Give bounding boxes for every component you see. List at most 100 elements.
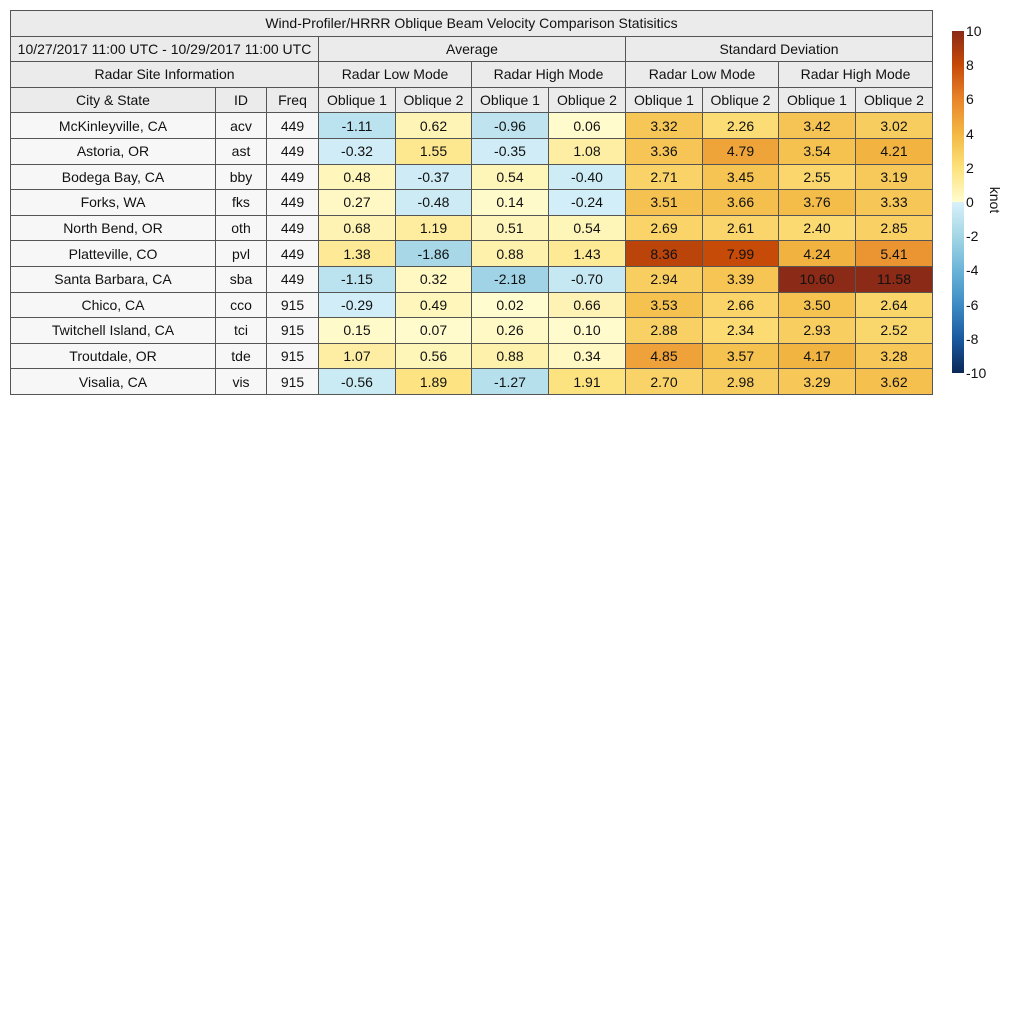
- id-cell: fks: [215, 189, 267, 216]
- value-cell: 3.19: [855, 163, 933, 191]
- mode-header: Radar Low Mode: [625, 61, 779, 88]
- value-cell: 0.66: [548, 291, 626, 319]
- value-cell: 3.33: [855, 189, 933, 216]
- freq-cell: 915: [266, 342, 319, 370]
- value-cell: 2.55: [778, 163, 856, 191]
- value-cell: 2.93: [778, 317, 856, 344]
- id-cell: oth: [215, 214, 267, 242]
- value-cell: 2.85: [855, 214, 933, 242]
- city-cell: Twitchell Island, CA: [10, 317, 216, 344]
- value-cell: 3.39: [702, 265, 779, 293]
- site-info-header: Radar Site Information: [10, 61, 319, 88]
- city-cell: Troutdale, OR: [10, 342, 216, 370]
- column-header: Oblique 2: [702, 86, 779, 114]
- id-cell: cco: [215, 291, 267, 319]
- value-cell: 0.48: [318, 163, 396, 191]
- id-cell: tci: [215, 317, 267, 344]
- value-cell: 7.99: [702, 240, 779, 267]
- freq-cell: 449: [266, 265, 319, 293]
- value-cell: 3.76: [778, 189, 856, 216]
- colorbar-tick: -4: [966, 262, 979, 279]
- value-cell: -0.35: [471, 137, 549, 165]
- value-cell: -0.48: [395, 189, 472, 216]
- value-cell: -0.56: [318, 368, 396, 395]
- statistics-table: Wind-Profiler/HRRR Oblique Beam Velocity…: [10, 10, 933, 395]
- value-cell: 0.32: [395, 265, 472, 293]
- value-cell: -2.18: [471, 265, 549, 293]
- value-cell: 0.15: [318, 317, 396, 344]
- column-header: Oblique 1: [625, 86, 703, 114]
- table-row: Twitchell Island, CA tci 915 0.15 0.07 0.26 0.…: [10, 317, 933, 344]
- table-row: Santa Barbara, CA sba 449 -1.15 0.32 -2.18 -0.…: [10, 265, 933, 293]
- value-cell: 3.62: [855, 368, 933, 395]
- table-row: Troutdale, OR tde 915 1.07 0.56 0.88 0.34 4.85 3…: [10, 342, 933, 370]
- value-cell: 0.88: [471, 240, 549, 267]
- freq-cell: 449: [266, 240, 319, 267]
- value-cell: 0.07: [395, 317, 472, 344]
- id-cell: sba: [215, 265, 267, 293]
- group-std-dev: Standard Deviation: [625, 35, 933, 63]
- value-cell: 4.24: [778, 240, 856, 267]
- table-row: Astoria, OR ast 449 -0.32 1.55 -0.35 1.08 3.36 4…: [10, 137, 933, 165]
- value-cell: 0.02: [471, 291, 549, 319]
- value-cell: 3.42: [778, 112, 856, 139]
- id-cell: tde: [215, 342, 267, 370]
- value-cell: 1.19: [395, 214, 472, 242]
- value-cell: 3.32: [625, 112, 703, 139]
- freq-cell: 449: [266, 189, 319, 216]
- value-cell: -0.29: [318, 291, 396, 319]
- value-cell: 1.43: [548, 240, 626, 267]
- value-cell: 1.55: [395, 137, 472, 165]
- freq-cell: 915: [266, 291, 319, 319]
- table-row: Platteville, CO pvl 449 1.38 -1.86 0.88 1.43 8.…: [10, 240, 933, 267]
- value-cell: 2.88: [625, 317, 703, 344]
- value-cell: 4.17: [778, 342, 856, 370]
- table-row: Forks, WA fks 449 0.27 -0.48 0.14 -0.24 3.51 3.6…: [10, 189, 933, 216]
- value-cell: -0.40: [548, 163, 626, 191]
- value-cell: 1.38: [318, 240, 396, 267]
- value-cell: 10.60: [778, 265, 856, 293]
- table-row: Chico, CA cco 915 -0.29 0.49 0.02 0.66 3.53 2.66…: [10, 291, 933, 319]
- value-cell: 3.51: [625, 189, 703, 216]
- value-cell: 0.88: [471, 342, 549, 370]
- table-title: Wind-Profiler/HRRR Oblique Beam Velocity…: [10, 10, 933, 37]
- value-cell: -1.27: [471, 368, 549, 395]
- value-cell: 3.54: [778, 137, 856, 165]
- column-header: ID: [215, 86, 267, 114]
- freq-cell: 449: [266, 214, 319, 242]
- table-row: McKinleyville, CA acv 449 -1.11 0.62 -0.96 0.0…: [10, 112, 933, 139]
- colorbar-tick: 0: [966, 194, 974, 210]
- value-cell: 1.07: [318, 342, 396, 370]
- colorbar-tick: 10: [966, 23, 982, 39]
- value-cell: 2.71: [625, 163, 703, 191]
- value-cell: 5.41: [855, 240, 933, 267]
- group-average: Average: [318, 35, 626, 63]
- id-cell: vis: [215, 368, 267, 395]
- value-cell: 2.98: [702, 368, 779, 395]
- value-cell: -0.32: [318, 137, 396, 165]
- colorbar-label: knot: [987, 186, 1004, 214]
- value-cell: 2.34: [702, 317, 779, 344]
- column-header: Freq: [266, 86, 319, 114]
- freq-cell: 915: [266, 368, 319, 395]
- value-cell: 3.45: [702, 163, 779, 191]
- column-header: Oblique 2: [548, 86, 626, 114]
- id-cell: ast: [215, 137, 267, 165]
- colorbar-tick: 6: [966, 91, 974, 108]
- mode-header: Radar High Mode: [471, 61, 626, 88]
- value-cell: -0.37: [395, 163, 472, 191]
- colorbar-tick: 2: [966, 159, 974, 176]
- value-cell: 11.58: [855, 265, 933, 293]
- value-cell: -0.70: [548, 265, 626, 293]
- colorbar-tick: 4: [966, 125, 974, 142]
- value-cell: 0.14: [471, 189, 549, 216]
- table-row: North Bend, OR oth 449 0.68 1.19 0.51 0.54 2.69…: [10, 214, 933, 242]
- value-cell: 2.69: [625, 214, 703, 242]
- value-cell: 3.29: [778, 368, 856, 395]
- value-cell: 3.66: [702, 189, 779, 216]
- value-cell: 0.26: [471, 317, 549, 344]
- colorbar-tick: -8: [966, 330, 979, 347]
- value-cell: 3.50: [778, 291, 856, 319]
- value-cell: 2.61: [702, 214, 779, 242]
- city-cell: Chico, CA: [10, 291, 216, 319]
